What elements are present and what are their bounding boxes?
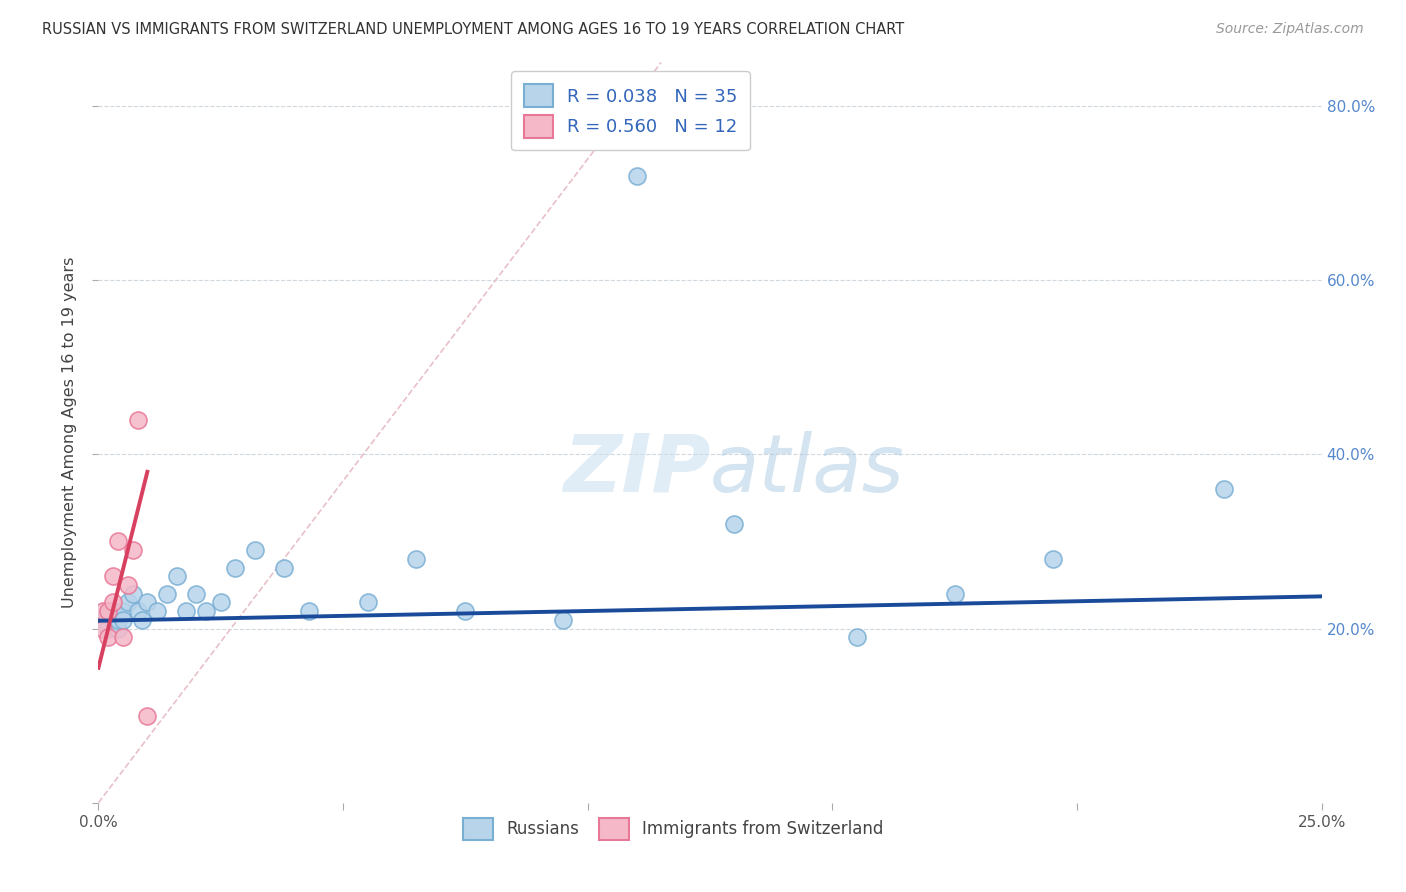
Point <box>176 604 198 618</box>
Point <box>97 622 120 636</box>
Point <box>107 534 129 549</box>
Point <box>117 578 139 592</box>
Point <box>111 630 134 644</box>
Point <box>97 630 120 644</box>
Text: RUSSIAN VS IMMIGRANTS FROM SWITZERLAND UNEMPLOYMENT AMONG AGES 16 TO 19 YEARS CO: RUSSIAN VS IMMIGRANTS FROM SWITZERLAND U… <box>42 22 904 37</box>
Point <box>298 604 321 618</box>
Point <box>626 169 648 183</box>
Point <box>243 543 266 558</box>
Text: atlas: atlas <box>710 431 905 508</box>
Point <box>224 560 246 574</box>
Point <box>127 412 149 426</box>
Point <box>91 613 114 627</box>
Point <box>101 595 124 609</box>
Point <box>1212 482 1234 496</box>
Point <box>101 569 124 583</box>
Point <box>553 613 575 627</box>
Point <box>91 604 114 618</box>
Point <box>195 604 218 618</box>
Point <box>166 569 188 583</box>
Point <box>101 613 124 627</box>
Point <box>97 604 120 618</box>
Legend: Russians, Immigrants from Switzerland: Russians, Immigrants from Switzerland <box>456 812 890 847</box>
Point <box>146 604 169 618</box>
Point <box>454 604 477 618</box>
Point <box>723 517 745 532</box>
Point <box>121 543 143 558</box>
Text: Source: ZipAtlas.com: Source: ZipAtlas.com <box>1216 22 1364 37</box>
Point <box>107 622 129 636</box>
Text: ZIP: ZIP <box>562 431 710 508</box>
Point <box>91 622 114 636</box>
Y-axis label: Unemployment Among Ages 16 to 19 years: Unemployment Among Ages 16 to 19 years <box>62 257 77 608</box>
Point <box>131 613 153 627</box>
Point <box>101 604 124 618</box>
Point <box>405 552 427 566</box>
Point <box>136 595 159 609</box>
Point <box>111 613 134 627</box>
Point <box>127 604 149 618</box>
Point <box>845 630 868 644</box>
Point <box>136 708 159 723</box>
Point <box>107 613 129 627</box>
Point <box>273 560 295 574</box>
Point <box>943 587 966 601</box>
Point <box>111 604 134 618</box>
Point <box>186 587 208 601</box>
Point <box>121 587 143 601</box>
Point <box>97 604 120 618</box>
Point <box>209 595 232 609</box>
Point <box>156 587 179 601</box>
Point <box>356 595 378 609</box>
Point <box>1042 552 1064 566</box>
Point <box>117 595 139 609</box>
